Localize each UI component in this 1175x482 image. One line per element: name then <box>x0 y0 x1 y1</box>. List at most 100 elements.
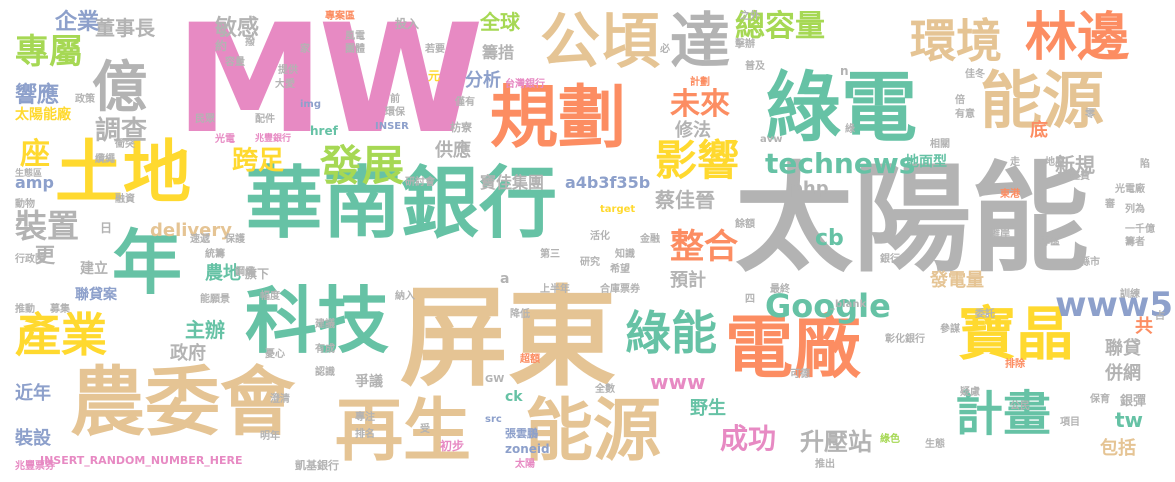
word-related: 相關 <box>930 139 950 150</box>
word-cable: 鋼纜 <box>235 267 255 278</box>
word-activate: 活化 <box>590 231 610 242</box>
word-focus: 專注 <box>355 412 375 423</box>
word-energy-1: 能源 <box>980 64 1105 137</box>
word-doubt: 疑慮 <box>960 387 980 398</box>
word-photovoltaic: 光電 <box>215 134 235 145</box>
word-all: 全數 <box>595 384 615 395</box>
word-day: 日 <box>100 221 113 235</box>
word-exclusive: 專屬 <box>15 32 83 72</box>
word-www: www <box>650 370 706 394</box>
word-sun: 太陽 <box>515 459 535 470</box>
word-kede: 可德 <box>790 369 810 380</box>
word-about: 約 <box>215 39 228 53</box>
word-solar-energy: 太陽能 <box>735 150 1090 288</box>
word-subsidiary: 旗下 <box>245 267 270 281</box>
word-capacity: 容量 <box>225 57 245 68</box>
word-only: 僅有 <box>455 97 475 108</box>
word-energy-2: 能源 <box>525 392 662 471</box>
word-recognize: 認識 <box>315 367 335 378</box>
word-policy: 政策 <box>75 94 95 105</box>
word-installation: 裝置 <box>15 207 80 245</box>
word-environment: 環境 <box>910 14 1002 68</box>
word-zone: 專區 <box>1040 237 1060 248</box>
word-review: 審 <box>1105 199 1115 210</box>
word-technology: 科技 <box>245 279 390 363</box>
word-donggang: 東港 <box>1000 189 1020 200</box>
word-provide: 提供 <box>278 65 298 76</box>
word-establish: 建立 <box>80 261 108 277</box>
word-booster-station: 升壓站 <box>800 428 872 456</box>
word-invest: 投入 <box>395 17 420 31</box>
word-interested: 有意 <box>955 109 975 120</box>
word-seminar: 研討會 <box>405 177 435 188</box>
word-industry: 產業 <box>15 308 107 362</box>
word-reduce: 降低 <box>510 309 530 320</box>
word-kgi-bank: 凱基銀行 <box>295 459 339 472</box>
word-commission: 委託 <box>975 309 995 320</box>
word-vision: 能願景 <box>200 294 230 305</box>
word-wild: 野生 <box>690 398 726 419</box>
word-solar-plant: 太陽能廠 <box>15 107 71 123</box>
word-occupy: 占 <box>1155 311 1165 322</box>
word-public: 公民 <box>1010 401 1030 412</box>
word-before: 前 <box>390 94 400 105</box>
word-inser: INSER <box>375 121 409 132</box>
word-clarify: 澄清 <box>270 394 290 405</box>
word-zoneid: zoneid <box>505 442 550 456</box>
word-council-of-agriculture: 農委會 <box>70 358 296 446</box>
word-seat: 座 <box>20 137 50 172</box>
word-ground-type: 地面型 <box>905 154 947 170</box>
word-amend-law: 修法 <box>675 120 711 141</box>
word-trap: 陷 <box>1140 159 1150 170</box>
word-amp: amp <box>15 173 54 192</box>
word-power-plant: 電廠 <box>725 309 862 388</box>
word-promote: 推動 <box>15 304 35 315</box>
word-linbian: 林邊 <box>1025 8 1130 68</box>
word-new-rules: 新規 <box>1055 153 1095 177</box>
word-preliminary: 初步 <box>440 439 465 453</box>
word-enterprise: 企業 <box>55 10 100 35</box>
word-allocate: 撥 <box>245 37 255 48</box>
word-future: 未來 <box>670 87 730 122</box>
word-tcb-bills: 合庫票券 <box>600 284 640 295</box>
word-conflict: 衝突 <box>115 139 135 150</box>
word-cross-into: 跨足 <box>232 146 285 176</box>
word-items: 項目 <box>1060 417 1080 428</box>
word-ammunition: 銀彈 <box>1120 394 1147 409</box>
word-global: 全球 <box>480 10 520 34</box>
word-env-protection: 環保 <box>385 107 405 118</box>
word-suggest: 建議 <box>315 319 335 330</box>
word-balance: 餘額 <box>735 219 755 230</box>
word-host: 擊辦 <box>735 39 755 50</box>
word-receive: 受 <box>420 424 430 435</box>
word-land: 土地 <box>55 134 192 213</box>
word-great-love: 大愛 <box>275 79 295 90</box>
word-budget: 經費 <box>1070 171 1090 182</box>
word-first-half: 上半年 <box>540 284 570 295</box>
word-author: 籌者 <box>1125 237 1145 248</box>
word-hash: a4b3f35b <box>565 173 651 192</box>
word-google: Google <box>765 287 891 325</box>
word-mw: MW <box>175 0 484 167</box>
word-www5: www5 <box>1055 285 1173 325</box>
word-zero: 零 <box>1085 109 1095 120</box>
word-total: 共 <box>1135 316 1153 337</box>
word-green-color: 綠色 <box>880 434 900 445</box>
word-avw: avw <box>760 134 783 145</box>
word-include: 納入 <box>395 291 415 302</box>
word-development: 發展 <box>320 141 405 190</box>
word-home: 家 <box>300 44 310 55</box>
word-investigation: 調查 <box>95 116 148 146</box>
word-n: n <box>840 64 849 78</box>
word-accessories: 配件 <box>255 114 275 125</box>
word-hundred-million: 億 <box>92 55 148 119</box>
word-blank: _blank <box>830 299 867 310</box>
word-yuan: 元 <box>428 69 441 83</box>
word-bao-jia-group: 寶佳集團 <box>480 173 545 192</box>
word-pv-plant: 光電廠 <box>1115 184 1145 195</box>
word-four: 四 <box>745 294 755 305</box>
word-bank-of-taiwan: 台灣銀行 <box>505 79 545 90</box>
word-hundred-billion: 一千億 <box>1125 224 1155 235</box>
word-magnitude: 幅度 <box>260 291 280 302</box>
word-list-as: 列為 <box>1125 204 1145 215</box>
